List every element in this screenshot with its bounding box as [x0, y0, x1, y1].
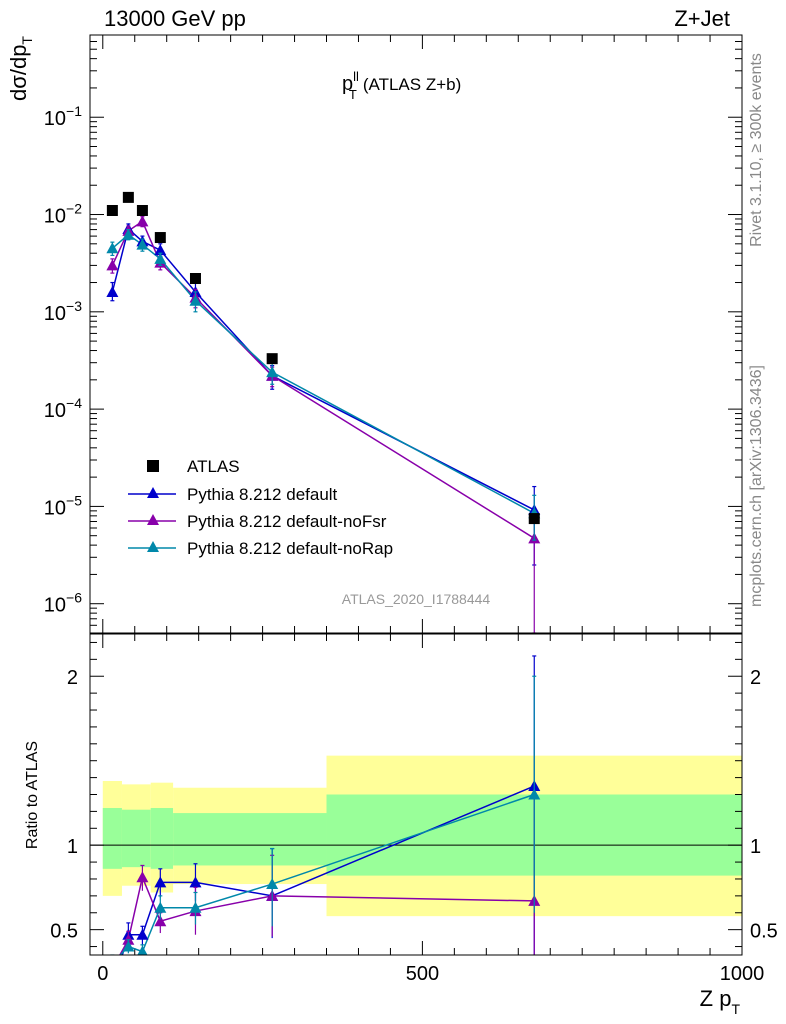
ratio-y-tick-label-right: 1 [750, 836, 761, 858]
atlas-data-points [106, 191, 540, 525]
ratio-band-green [150, 808, 174, 869]
ratio-uncertainty-bands [102, 755, 742, 917]
mcplots-label: mcplots.cern.ch [arXiv:1306.3436] [748, 365, 765, 607]
watermark: ATLAS_2020_I1788444 [342, 591, 491, 607]
main-y-tick-label: 10−1 [44, 103, 82, 130]
main-ticks: 10−1 10−2 10−3 10−4 10−5 10−6 [44, 35, 743, 634]
main-point [122, 228, 135, 240]
ratio-point [189, 876, 202, 888]
main-y-tick-label: 10−3 [44, 298, 82, 325]
ratio-point [528, 788, 541, 800]
ratio-y-tick-label: 1 [67, 836, 78, 858]
main-frame [89, 34, 743, 634]
main-y-tick-label: 10−2 [44, 201, 82, 228]
legend-marker-default [147, 487, 159, 498]
legend-marker-norap [147, 541, 159, 552]
ratio-xlabel-sub: T [731, 1001, 740, 1017]
ratio-point [266, 878, 279, 890]
main-point [106, 259, 119, 271]
legend-marker-atlas [147, 460, 159, 472]
atlas-data-point [528, 513, 540, 525]
main-point [136, 215, 149, 227]
legend-marker-nofsr [147, 514, 159, 525]
main-series-points [106, 215, 541, 634]
ratio-x-tick-label: 1000 [720, 963, 765, 985]
ratio-point [136, 871, 149, 883]
main-point [154, 252, 167, 264]
main-ylabel-text: dσ/dp [6, 45, 31, 101]
main-series-line-0 [111, 227, 535, 511]
legend-label-norap: Pythia 8.212 default-noRap [187, 539, 393, 558]
main-y-tick-label: 10−5 [44, 492, 82, 519]
main-title: pll T (ATLAS Z+b) [342, 69, 461, 102]
main-title-rest: (ATLAS Z+b) [363, 75, 461, 94]
ratio-y-tick-label-right: 2 [750, 667, 761, 689]
main-y-tick-label: 10−6 [44, 590, 82, 617]
main-point [106, 242, 119, 254]
main-point [189, 294, 202, 306]
ratio-point [154, 876, 167, 888]
main-point [266, 366, 279, 378]
legend: ATLAS Pythia 8.212 default Pythia 8.212 … [128, 457, 393, 558]
ratio-x-tick-label: 0 [97, 963, 108, 985]
legend-label-atlas: ATLAS [187, 457, 240, 476]
main-title-sub: T [349, 87, 357, 102]
ratio-series-points [110, 655, 541, 955]
atlas-data-point [122, 191, 134, 203]
rivet-label: Rivet 3.1.10, ≥ 300k events [748, 53, 765, 247]
atlas-data-point [266, 353, 278, 365]
ratio-x-tick-label: 500 [406, 963, 439, 985]
main-point [106, 285, 119, 297]
ratio-band-green [102, 808, 122, 869]
ratio-y-tick-label: 2 [67, 667, 78, 689]
main-title-sup: ll [353, 69, 359, 84]
main-panel: 10−1 10−2 10−3 10−4 10−5 10−6 pll T (ATLAS Z+b)… [6, 34, 743, 634]
ratio-ticks: 0.5 0.5 1 1 2 2 0 500 1000 [50, 634, 778, 985]
ratio-frame [89, 633, 743, 956]
ratio-point [136, 928, 149, 940]
ratio-band-green [121, 809, 151, 868]
atlas-data-point [136, 204, 148, 216]
main-title-p: p [342, 73, 353, 95]
ratio-panel: 0.5 0.5 1 1 2 2 0 500 1000 Ratio to ATLAS Z pT [24, 633, 778, 1017]
main-ylabel: dσ/dpT [6, 36, 35, 101]
main-point [136, 238, 149, 250]
ratio-point [154, 915, 167, 927]
ratio-point [189, 901, 202, 913]
header-left: 13000 GeV pp [104, 6, 246, 31]
header-right: Z+Jet [674, 6, 730, 31]
ratio-y-tick-label: 0.5 [50, 921, 78, 943]
ratio-ylabel: Ratio to ATLAS [24, 741, 41, 849]
ratio-xlabel: Z pT [700, 986, 741, 1017]
atlas-data-point [154, 232, 166, 244]
atlas-data-point [189, 273, 201, 285]
legend-label-default: Pythia 8.212 default [187, 485, 338, 504]
main-point [154, 244, 167, 256]
ratio-point [137, 945, 148, 955]
ratio-band-green [173, 813, 327, 866]
ratio-xlabel-text: Z p [700, 986, 732, 1011]
main-y-tick-label: 10−4 [44, 395, 82, 422]
atlas-data-point [106, 204, 118, 216]
ratio-point [122, 940, 135, 952]
legend-label-nofsr: Pythia 8.212 default-noFsr [187, 512, 387, 531]
ratio-y-tick-label-right: 0.5 [750, 921, 778, 943]
ratio-point [154, 901, 167, 913]
main-series-line-2 [111, 233, 535, 514]
main-ylabel-sub: T [19, 36, 35, 45]
